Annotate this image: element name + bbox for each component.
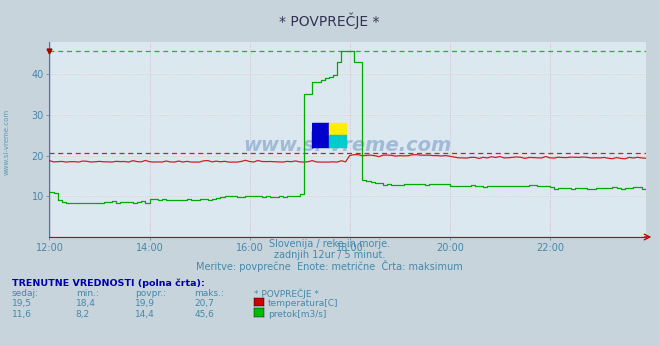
Text: zadnjih 12ur / 5 minut.: zadnjih 12ur / 5 minut.: [273, 250, 386, 260]
Text: sedaj:: sedaj:: [12, 289, 39, 298]
Text: maks.:: maks.:: [194, 289, 224, 298]
Text: pretok[m3/s]: pretok[m3/s]: [268, 310, 327, 319]
Text: 18,4: 18,4: [76, 299, 96, 308]
Text: 14,4: 14,4: [135, 310, 155, 319]
Text: TRENUTNE VREDNOSTI (polna črta):: TRENUTNE VREDNOSTI (polna črta):: [12, 279, 204, 288]
Text: 11,6: 11,6: [12, 310, 32, 319]
Text: 45,6: 45,6: [194, 310, 214, 319]
Text: 19,5: 19,5: [12, 299, 32, 308]
Text: * POVPREČJE *: * POVPREČJE *: [254, 289, 318, 299]
Text: temperatura[C]: temperatura[C]: [268, 299, 339, 308]
Text: Slovenija / reke in morje.: Slovenija / reke in morje.: [269, 239, 390, 249]
Text: povpr.:: povpr.:: [135, 289, 166, 298]
Text: 20,7: 20,7: [194, 299, 214, 308]
Text: 8,2: 8,2: [76, 310, 90, 319]
Text: * POVPREČJE *: * POVPREČJE *: [279, 12, 380, 29]
Text: www.si-vreme.com: www.si-vreme.com: [3, 109, 9, 175]
Text: 19,9: 19,9: [135, 299, 155, 308]
Text: min.:: min.:: [76, 289, 99, 298]
Text: www.si-vreme.com: www.si-vreme.com: [243, 136, 452, 155]
Text: Meritve: povprečne  Enote: metrične  Črta: maksimum: Meritve: povprečne Enote: metrične Črta:…: [196, 260, 463, 272]
